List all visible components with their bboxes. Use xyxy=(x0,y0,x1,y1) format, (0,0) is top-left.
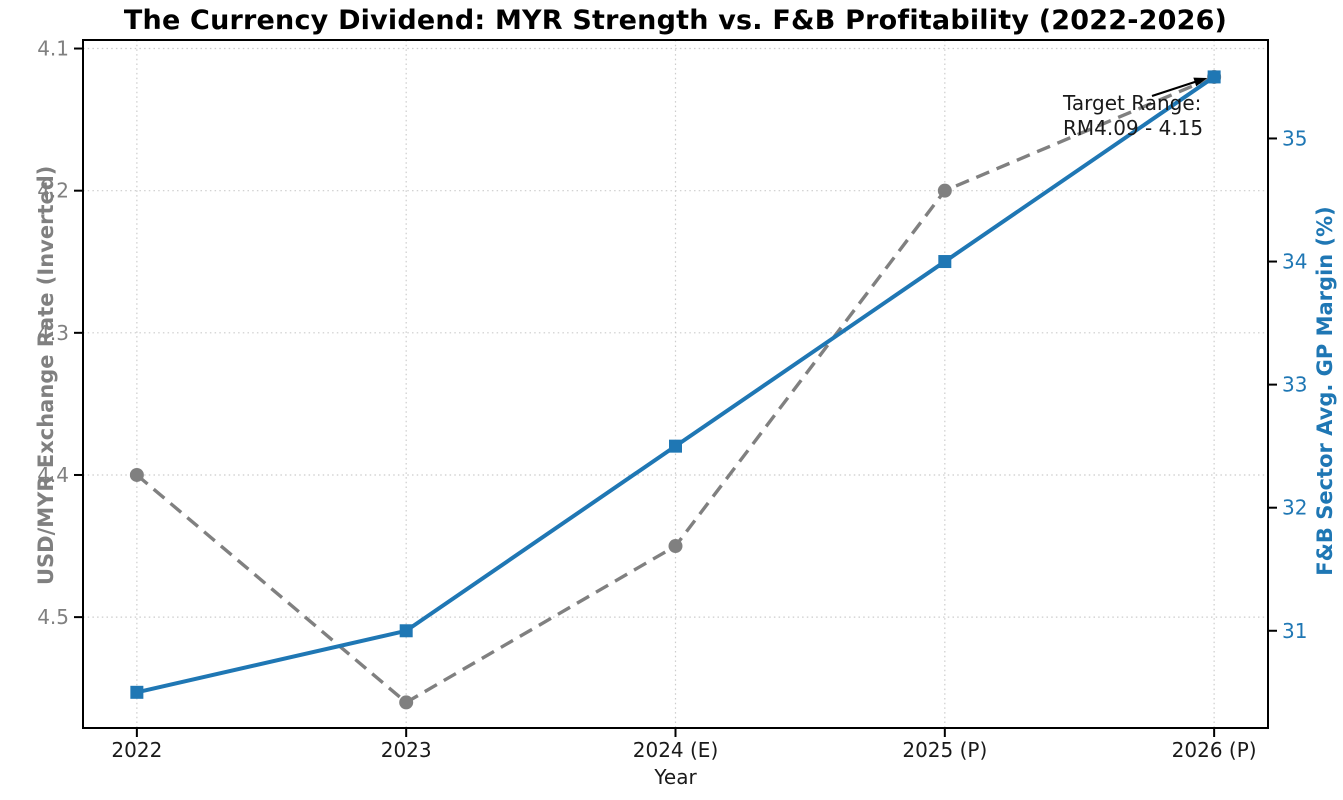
exchange-rate-line xyxy=(135,75,1215,705)
annotation-line-1: Target Range: xyxy=(1063,91,1202,115)
annotation-line-2: RM4.09 - 4.15 xyxy=(1063,116,1204,140)
right-axis-label: F&B Sector Avg. GP Margin (%) xyxy=(1313,206,1337,576)
gp-margin-point xyxy=(130,685,144,699)
gp-margin-point xyxy=(669,439,682,453)
exchange-rate-point xyxy=(399,695,414,710)
left-tick-label: 4.5 xyxy=(37,605,69,629)
left-tick-label: 4.2 xyxy=(37,179,69,203)
gp-margin-point xyxy=(1207,70,1221,84)
x-tick-label: 2024 (E) xyxy=(633,738,719,762)
grid-lines xyxy=(83,40,1268,728)
exchange-rate-point xyxy=(937,183,952,198)
right-tick-label: 34 xyxy=(1282,250,1307,274)
left-tick-label: 4.3 xyxy=(37,321,69,345)
x-tick-label: 2025 (P) xyxy=(902,738,987,762)
left-axis-label: USD/MYR Exchange Rate (Inverted) xyxy=(34,165,58,585)
chart-title: The Currency Dividend: MYR Strength vs. … xyxy=(123,5,1228,36)
left-tick-label: 4.1 xyxy=(37,37,69,61)
exchange-rate-point xyxy=(129,467,144,482)
annotation-arrow-shaft xyxy=(1151,80,1198,98)
target-range-annotation: Target Range: RM4.09 - 4.15 xyxy=(1063,91,1203,141)
right-tick-label: 32 xyxy=(1282,496,1307,520)
right-tick-label: 31 xyxy=(1282,619,1307,643)
left-tick-label: 4.4 xyxy=(37,463,69,487)
x-axis-label: Year xyxy=(654,765,697,789)
x-tick-label: 2022 xyxy=(111,738,162,762)
gp-margin-point xyxy=(938,255,952,269)
right-tick-label: 33 xyxy=(1282,373,1307,397)
gp-margin-series xyxy=(130,70,1221,699)
right-tick-label: 35 xyxy=(1282,126,1307,150)
exchange-rate-point xyxy=(668,539,683,554)
annotation-arrow-head xyxy=(1193,77,1208,87)
annotation-arrow xyxy=(1151,77,1208,98)
gp-margin-point xyxy=(399,624,413,638)
x-tick-label: 2026 (P) xyxy=(1172,738,1257,762)
x-tick-label: 2023 xyxy=(381,738,432,762)
